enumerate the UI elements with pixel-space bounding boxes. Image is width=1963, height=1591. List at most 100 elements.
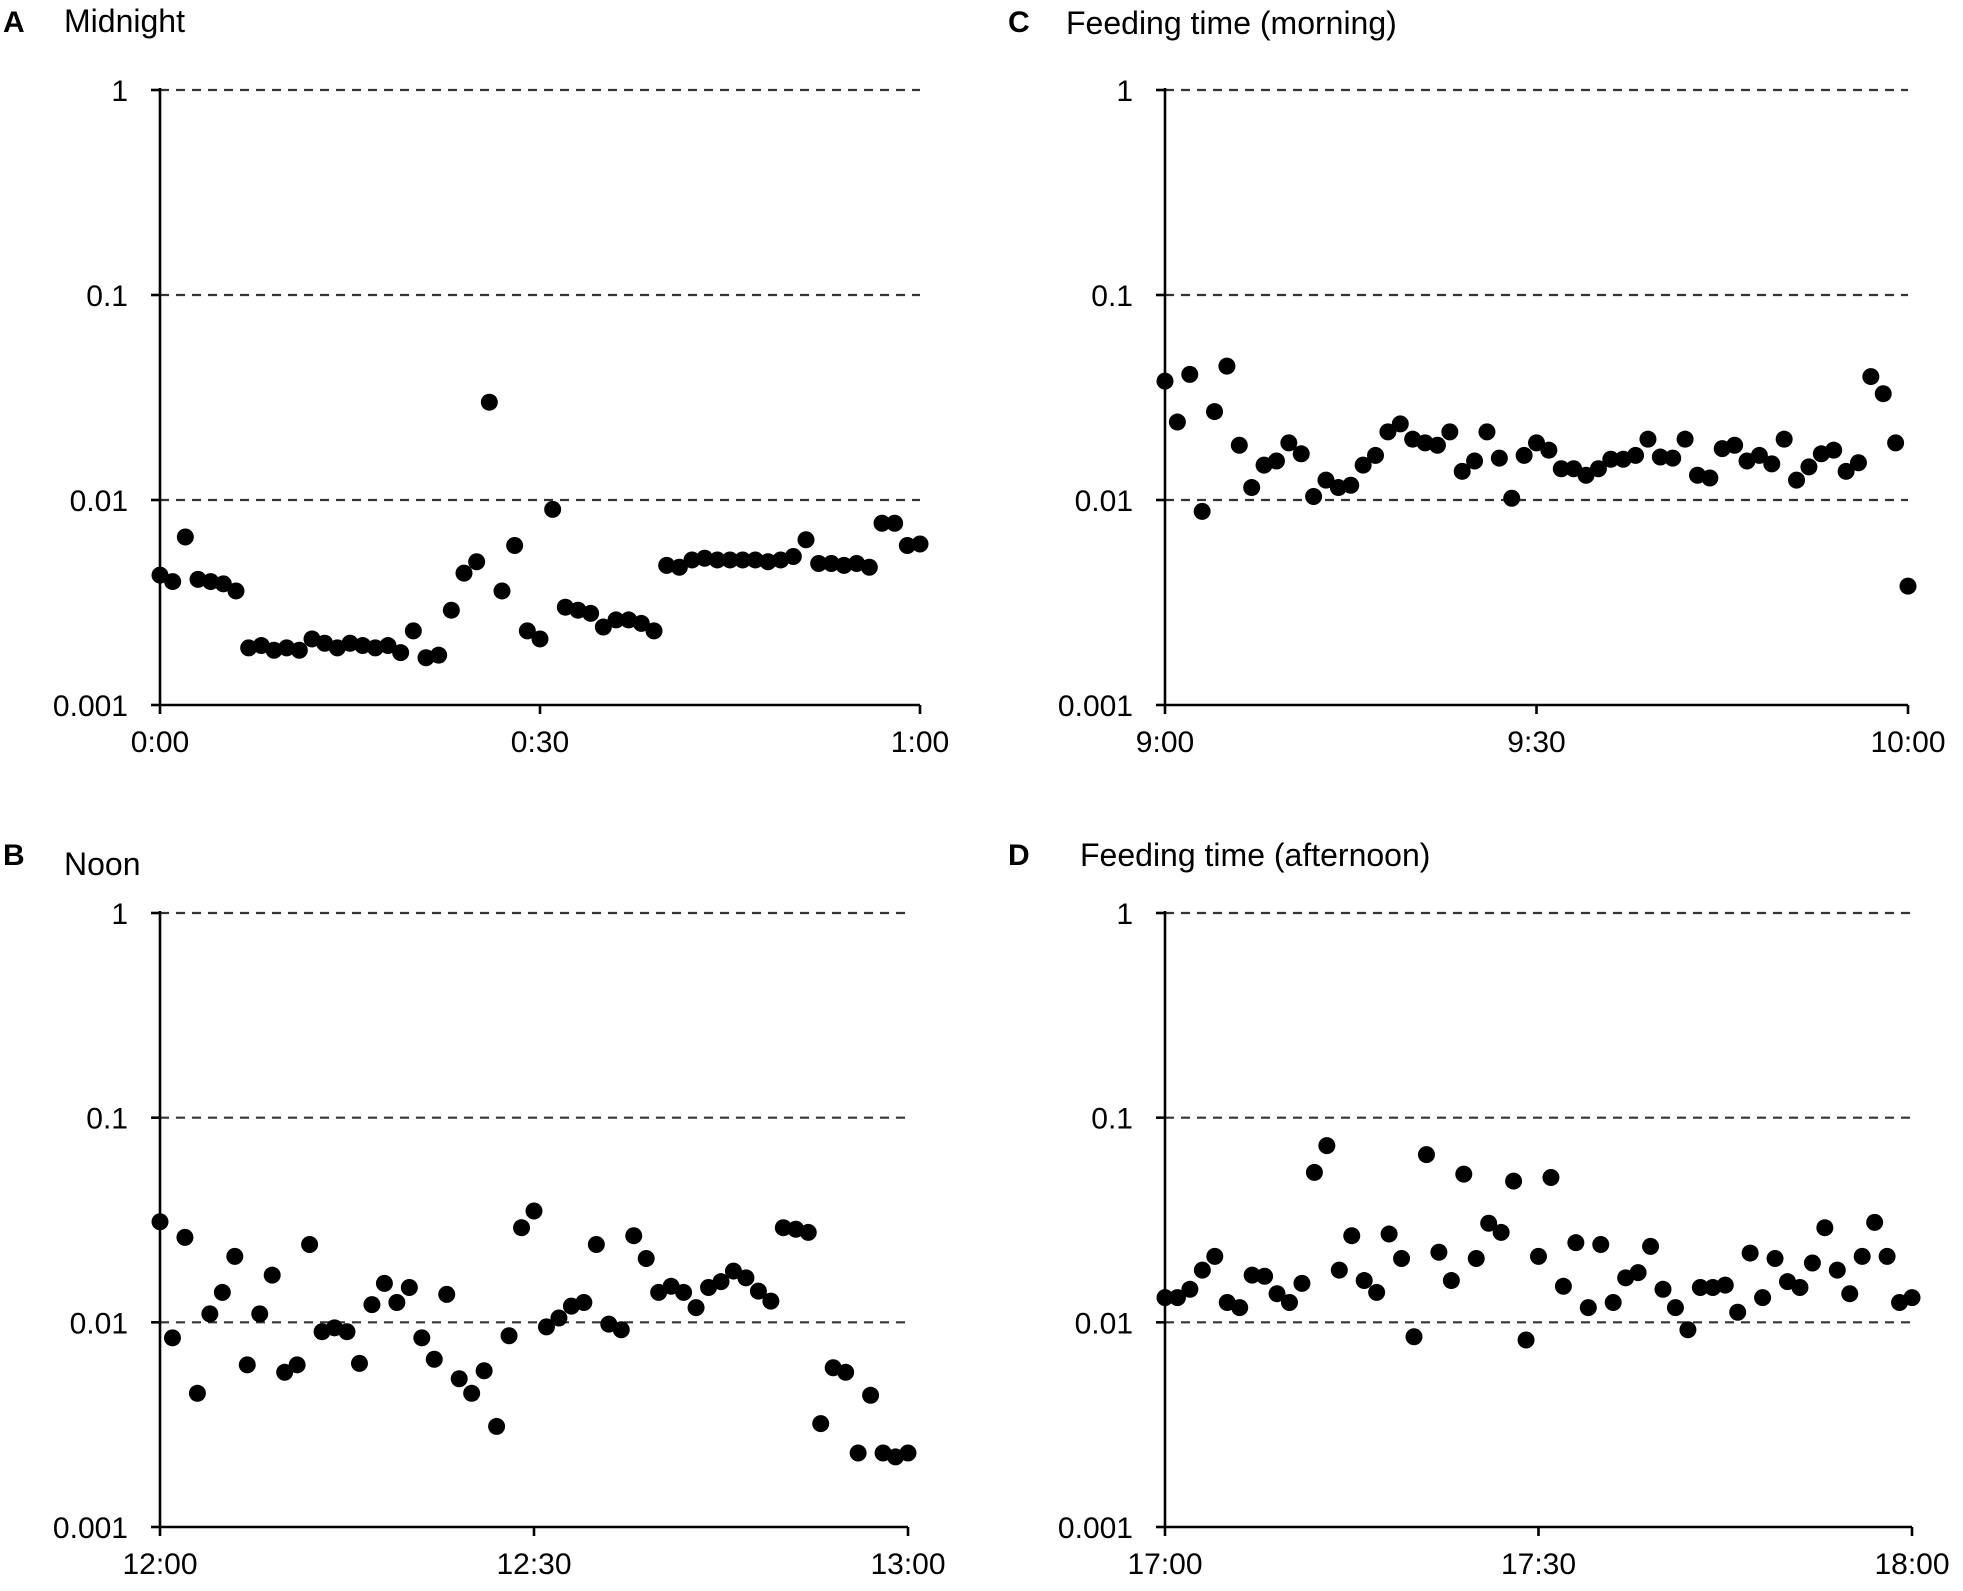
panel-a-x-tick-label-2: 1:00 [891, 726, 949, 759]
panel-d-point-4 [1206, 1247, 1224, 1265]
panel-b-point-7 [238, 1356, 256, 1374]
panel-c-point-50 [1775, 430, 1793, 448]
panel-c-point-22 [1428, 436, 1446, 454]
panel-b-letter: B [3, 839, 25, 872]
panel-a-point-60 [911, 535, 929, 553]
panel-a-point-32 [556, 598, 574, 616]
panel-d-point-43 [1691, 1278, 1709, 1296]
panel-c-point-10 [1280, 434, 1298, 452]
panel-d-point-13 [1318, 1137, 1336, 1155]
panel-c-point-55 [1837, 462, 1855, 480]
panel-b-point-47 [737, 1269, 755, 1287]
panel-c-point-38 [1627, 446, 1645, 464]
panel-c-point-16 [1354, 456, 1372, 474]
panel-d-point-58 [1878, 1247, 1896, 1265]
panel-a-point-23 [442, 601, 460, 619]
panel-b-title: Noon [64, 846, 141, 882]
panel-d-point-36 [1604, 1293, 1622, 1311]
panel-b-point-52 [799, 1223, 817, 1241]
panel-b-point-12 [301, 1236, 319, 1254]
panel-b-point-30 [525, 1202, 543, 1220]
panel-b-point-3 [188, 1384, 206, 1402]
panel-a-point-44 [708, 551, 726, 569]
panel-d-point-18 [1380, 1225, 1398, 1243]
panel-b-point-25 [463, 1384, 481, 1402]
panel-c-y-tick-label-3: 0.001 [1058, 690, 1133, 723]
panel-b-point-11 [288, 1356, 306, 1374]
panel-c-x-tick-label-1: 9:30 [1507, 726, 1565, 759]
panel-c-point-12 [1305, 488, 1323, 506]
panel-a-letter: A [3, 6, 25, 39]
panel-a-point-16 [354, 637, 372, 655]
panel-b-point-29 [513, 1219, 531, 1237]
panel-a-point-31 [544, 500, 562, 518]
panel-d-point-12 [1305, 1163, 1323, 1181]
panel-c-point-54 [1825, 441, 1843, 459]
panel-a-point-51 [797, 531, 815, 549]
panel-c-feeding-morning: C Feeding time (morning) 10.10.010.0019:… [1008, 5, 1946, 759]
panel-a-point-0 [151, 566, 169, 584]
panel-d-point-40 [1654, 1280, 1672, 1298]
panel-a-point-22 [430, 646, 448, 664]
panel-a-y-tick-label-0: 1 [111, 75, 128, 108]
panel-a-point-5 [214, 575, 232, 593]
panel-a-point-17 [366, 639, 384, 657]
panel-a-point-18 [379, 637, 397, 655]
panel-a-point-59 [898, 536, 916, 554]
panel-b-point-32 [550, 1309, 568, 1327]
panel-c-point-59 [1887, 434, 1905, 452]
panel-d-letter: D [1008, 839, 1030, 872]
panel-a-point-54 [835, 556, 853, 574]
panel-c-point-23 [1441, 423, 1459, 441]
panel-a-point-45 [721, 551, 739, 569]
panel-c-point-24 [1453, 462, 1471, 480]
panel-b-point-27 [488, 1417, 506, 1435]
panel-d-point-54 [1828, 1261, 1846, 1279]
panel-a-point-15 [341, 634, 359, 652]
panel-d-point-10 [1281, 1293, 1298, 1311]
panel-a-point-52 [810, 555, 828, 573]
panel-b-point-21 [413, 1329, 431, 1347]
panel-a-point-28 [506, 536, 524, 554]
panel-a-point-46 [734, 551, 752, 569]
panel-d-point-8 [1256, 1267, 1274, 1285]
panel-a-point-48 [759, 553, 777, 571]
panel-a-point-57 [873, 514, 891, 532]
panel-c-point-1 [1168, 413, 1186, 431]
panel-d-point-0 [1156, 1289, 1174, 1307]
panel-c-letter: C [1008, 6, 1030, 39]
panel-b-point-18 [375, 1274, 393, 1292]
panel-d-point-60 [1903, 1289, 1921, 1307]
panel-d-point-9 [1268, 1285, 1286, 1303]
panel-b-point-1 [163, 1329, 181, 1347]
panel-b-point-45 [712, 1273, 730, 1291]
panel-b-point-16 [350, 1354, 368, 1372]
panel-d-point-2 [1181, 1280, 1199, 1298]
panel-a-point-39 [645, 622, 663, 640]
panel-b-point-31 [537, 1318, 555, 1336]
panel-c-point-57 [1862, 368, 1880, 386]
panel-b-y-tick-label-2: 0.01 [70, 1307, 128, 1340]
panel-b-point-0 [151, 1213, 169, 1231]
panel-c-point-40 [1651, 448, 1669, 466]
panel-b-point-10 [276, 1363, 294, 1381]
panel-c-point-30 [1528, 434, 1545, 452]
panel-d-point-17 [1368, 1283, 1386, 1301]
panel-d-point-38 [1629, 1264, 1647, 1282]
panel-a-point-35 [594, 618, 612, 636]
panel-c-point-0 [1156, 372, 1174, 390]
panel-b-point-34 [575, 1293, 593, 1311]
panel-c-point-15 [1342, 476, 1360, 494]
panel-c-y-tick-label-2: 0.01 [1075, 485, 1133, 518]
panel-b-point-60 [899, 1444, 917, 1462]
panel-b-x-tick-label-2: 13:00 [870, 1548, 945, 1581]
panel-c-point-31 [1540, 441, 1558, 459]
panel-c-point-19 [1391, 415, 1409, 433]
panel-c-point-39 [1639, 430, 1657, 448]
panel-c-point-49 [1763, 455, 1781, 473]
panel-d-point-31 [1542, 1169, 1560, 1187]
panel-c-point-28 [1503, 489, 1521, 507]
panel-d-x-tick-label-1: 17:30 [1501, 1548, 1576, 1581]
